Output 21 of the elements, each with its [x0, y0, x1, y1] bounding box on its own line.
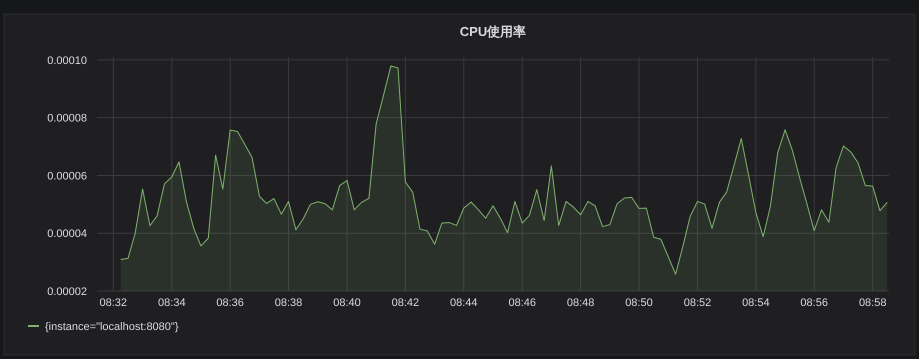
y-tick-label: 0.00008	[47, 112, 87, 125]
y-tick-label: 0.00006	[47, 170, 87, 182]
x-tick-label: 08:44	[450, 297, 478, 309]
x-tick-label: 08:36	[216, 297, 244, 309]
x-tick-label: 08:50	[625, 297, 653, 309]
x-tick-label: 08:46	[508, 297, 536, 309]
x-tick-label: 08:38	[274, 297, 302, 309]
y-tick-label: 0.00002	[47, 286, 87, 298]
x-tick-label: 08:32	[100, 297, 128, 309]
x-tick-label: 08:56	[800, 297, 828, 309]
x-tick-label: 08:48	[566, 297, 594, 309]
x-tick-label: 08:40	[333, 297, 361, 309]
chart-title: CPU使用率	[460, 24, 526, 39]
x-tick-label: 08:34	[158, 297, 186, 309]
y-tick-label: 0.00010	[47, 54, 87, 67]
x-tick-label: 08:42	[392, 297, 420, 309]
legend-label: {instance="localhost:8080"}	[45, 321, 179, 333]
x-tick-label: 08:52	[684, 297, 712, 309]
x-tick-label: 08:58	[858, 297, 886, 309]
y-tick-label: 0.00004	[47, 228, 87, 240]
x-tick-label: 08:54	[742, 297, 770, 309]
